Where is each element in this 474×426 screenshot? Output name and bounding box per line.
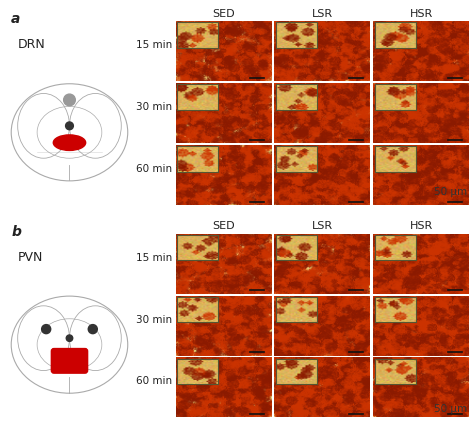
Text: 50 μm: 50 μm bbox=[434, 404, 467, 414]
Text: HSR: HSR bbox=[410, 221, 433, 231]
Circle shape bbox=[88, 325, 97, 334]
Ellipse shape bbox=[53, 135, 86, 150]
Text: 15 min: 15 min bbox=[136, 253, 173, 262]
Text: PVN: PVN bbox=[18, 251, 43, 264]
Text: 50 μm: 50 μm bbox=[434, 187, 467, 197]
Text: HSR: HSR bbox=[410, 9, 433, 19]
FancyBboxPatch shape bbox=[51, 348, 88, 373]
Text: SED: SED bbox=[212, 221, 235, 231]
Circle shape bbox=[65, 122, 73, 130]
Text: 30 min: 30 min bbox=[136, 102, 173, 112]
Text: a: a bbox=[11, 12, 20, 26]
Text: 60 min: 60 min bbox=[136, 377, 173, 386]
Text: 60 min: 60 min bbox=[136, 164, 173, 174]
Text: LSR: LSR bbox=[312, 221, 333, 231]
Text: LSR: LSR bbox=[312, 9, 333, 19]
Text: DRN: DRN bbox=[18, 38, 46, 52]
Circle shape bbox=[42, 325, 51, 334]
Text: SED: SED bbox=[212, 9, 235, 19]
Circle shape bbox=[64, 94, 75, 106]
Circle shape bbox=[66, 335, 73, 341]
Text: b: b bbox=[11, 225, 21, 239]
Text: 30 min: 30 min bbox=[136, 314, 173, 325]
Text: 15 min: 15 min bbox=[136, 40, 173, 50]
